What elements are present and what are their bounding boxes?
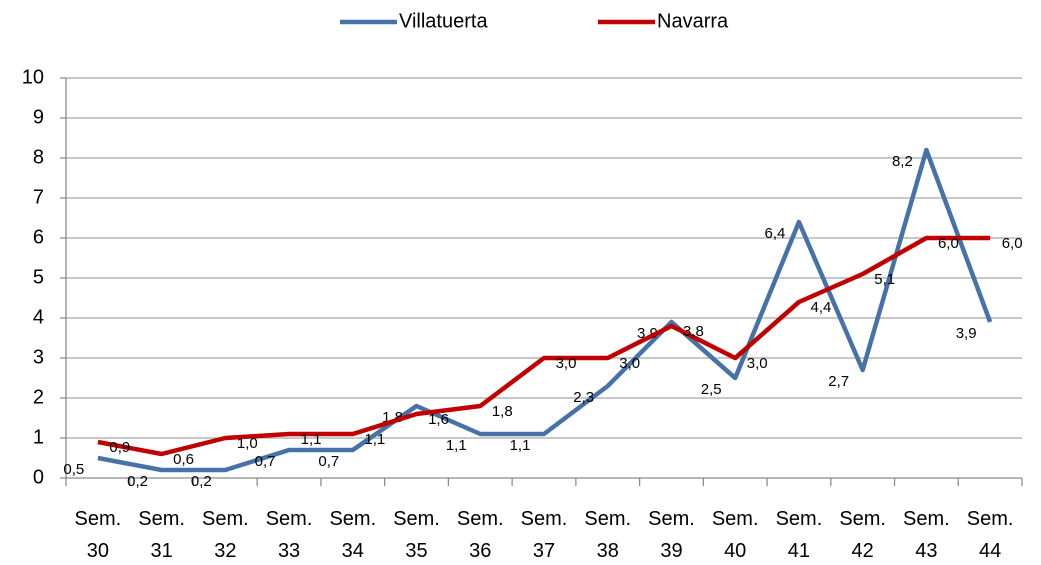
data-label: 8,2 — [892, 153, 913, 170]
data-label: 3,0 — [747, 355, 768, 372]
data-label: 1,1 — [510, 437, 531, 454]
x-tick-label: Sem. 37 — [521, 508, 568, 562]
data-label: 3,9 — [956, 325, 977, 342]
y-tick-label: 8 — [33, 146, 44, 168]
data-label: 5,1 — [874, 271, 895, 288]
x-tick-label: Sem. 36 — [457, 508, 504, 562]
data-label: 0,7 — [318, 453, 339, 470]
x-tick-label: Sem. 31 — [138, 508, 185, 562]
y-tick-label: 3 — [33, 346, 44, 368]
data-label: 2,7 — [828, 373, 849, 390]
data-label: 6,0 — [1002, 235, 1023, 252]
data-label: 0,5 — [63, 461, 84, 478]
y-tick-label: 9 — [33, 106, 44, 128]
x-tick-label: Sem. 42 — [839, 508, 886, 562]
data-label: 2,3 — [573, 389, 594, 406]
data-label: 6,0 — [938, 235, 959, 252]
x-tick-label: Sem. 43 — [903, 508, 950, 562]
data-label: 3,0 — [556, 355, 577, 372]
data-label: 1,6 — [428, 411, 449, 428]
data-label: 2,5 — [701, 381, 722, 398]
data-label: 0,7 — [255, 453, 276, 470]
x-tick-label: Sem. 44 — [967, 508, 1014, 562]
x-tick-label: Sem. 39 — [648, 508, 695, 562]
data-label: 0,2 — [127, 473, 148, 490]
y-tick-label: 1 — [33, 426, 44, 448]
x-tick-label: Sem. 30 — [75, 508, 122, 562]
x-tick-label: Sem. 41 — [776, 508, 823, 562]
legend-label: Villatuerta — [399, 10, 488, 32]
data-label: 4,4 — [811, 299, 832, 316]
data-label: 0,9 — [109, 439, 130, 456]
data-label: 1,1 — [364, 431, 385, 448]
y-tick-label: 4 — [33, 306, 44, 328]
y-tick-label: 2 — [33, 386, 44, 408]
x-tick-label: Sem. 33 — [266, 508, 313, 562]
y-tick-label: 0 — [33, 466, 44, 488]
data-label: 0,2 — [191, 473, 212, 490]
series-line — [97, 235, 991, 457]
x-tick-label: Sem. 38 — [584, 508, 631, 562]
x-tick-label: Sem. 40 — [712, 508, 759, 562]
data-label: 3,0 — [619, 355, 640, 372]
x-tick-label: Sem. 35 — [393, 508, 440, 562]
data-label: 1,0 — [237, 435, 258, 452]
y-tick-label: 10 — [22, 66, 44, 88]
x-tick-label: Sem. 34 — [329, 508, 376, 562]
y-tick-label: 5 — [33, 266, 44, 288]
data-label: 3,8 — [683, 323, 704, 340]
data-label: 0,6 — [173, 451, 194, 468]
y-tick-label: 7 — [33, 186, 44, 208]
legend-label: Navarra — [657, 10, 729, 32]
data-label: 1,1 — [301, 431, 322, 448]
x-tick-label: Sem. 32 — [202, 508, 249, 562]
series-line — [97, 147, 993, 473]
data-label: 6,4 — [765, 225, 786, 242]
data-label: 1,1 — [446, 437, 467, 454]
data-label: 1,8 — [492, 403, 513, 420]
y-tick-label: 6 — [33, 226, 44, 248]
